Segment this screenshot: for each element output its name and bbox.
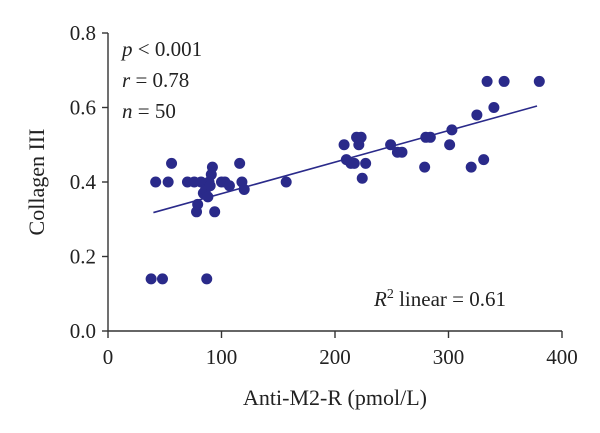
- p-value-text: p < 0.001: [120, 37, 202, 61]
- data-point: [234, 157, 246, 169]
- data-point: [166, 157, 178, 169]
- data-point: [488, 102, 500, 113]
- data-point: [444, 139, 456, 151]
- data-point: [355, 131, 367, 143]
- data-point: [162, 176, 174, 188]
- data-point: [192, 198, 204, 210]
- data-points: [145, 75, 545, 285]
- x-tick-label: 400: [546, 345, 578, 369]
- data-point: [356, 172, 368, 184]
- data-point: [478, 154, 490, 166]
- data-point: [424, 131, 436, 143]
- data-point: [481, 75, 493, 87]
- y-tick-label: 0.0: [70, 319, 96, 343]
- x-axis-label: Anti-M2-R (pmol/L): [243, 385, 427, 410]
- x-axis-ticks: 0 100 200 300 400: [103, 331, 578, 369]
- data-point: [204, 180, 216, 192]
- data-point: [238, 183, 250, 195]
- data-point: [533, 75, 545, 87]
- data-point: [280, 176, 292, 188]
- x-tick-label: 100: [206, 345, 238, 369]
- data-point: [223, 180, 235, 192]
- data-point: [202, 191, 214, 203]
- data-point: [156, 273, 168, 285]
- plot-area: 0.0 0.2 0.4 0.6 0.8 0 100 200 300 400: [70, 21, 578, 369]
- data-point: [206, 161, 218, 173]
- y-tick-label: 0.4: [70, 170, 97, 194]
- data-point: [338, 139, 350, 151]
- data-point: [150, 176, 162, 188]
- x-tick-label: 300: [433, 345, 465, 369]
- stats-annotation: p < 0.001 r = 0.78 n = 50 R2 linear = 0.…: [120, 37, 506, 311]
- data-point: [145, 273, 157, 285]
- data-point: [209, 206, 221, 218]
- data-point: [348, 157, 360, 169]
- data-point: [465, 161, 477, 173]
- y-axis-label: Collagen III: [24, 129, 49, 236]
- r-value-text: r = 0.78: [122, 68, 189, 92]
- data-point: [498, 75, 510, 87]
- x-tick-label: 0: [103, 345, 114, 369]
- data-point: [201, 273, 213, 285]
- data-point: [385, 139, 397, 151]
- data-point: [360, 157, 372, 169]
- y-tick-label: 0.8: [70, 21, 96, 45]
- y-tick-label: 0.6: [70, 96, 96, 120]
- y-tick-label: 0.2: [70, 245, 96, 269]
- x-tick-label: 200: [319, 345, 351, 369]
- r-squared-text: R2 linear = 0.61: [373, 287, 506, 311]
- y-axis-ticks: 0.0 0.2 0.4 0.6 0.8: [70, 21, 108, 343]
- data-point: [471, 109, 483, 121]
- data-point: [419, 161, 431, 173]
- data-point: [396, 146, 408, 158]
- n-value-text: n = 50: [122, 99, 176, 123]
- data-point: [446, 124, 458, 136]
